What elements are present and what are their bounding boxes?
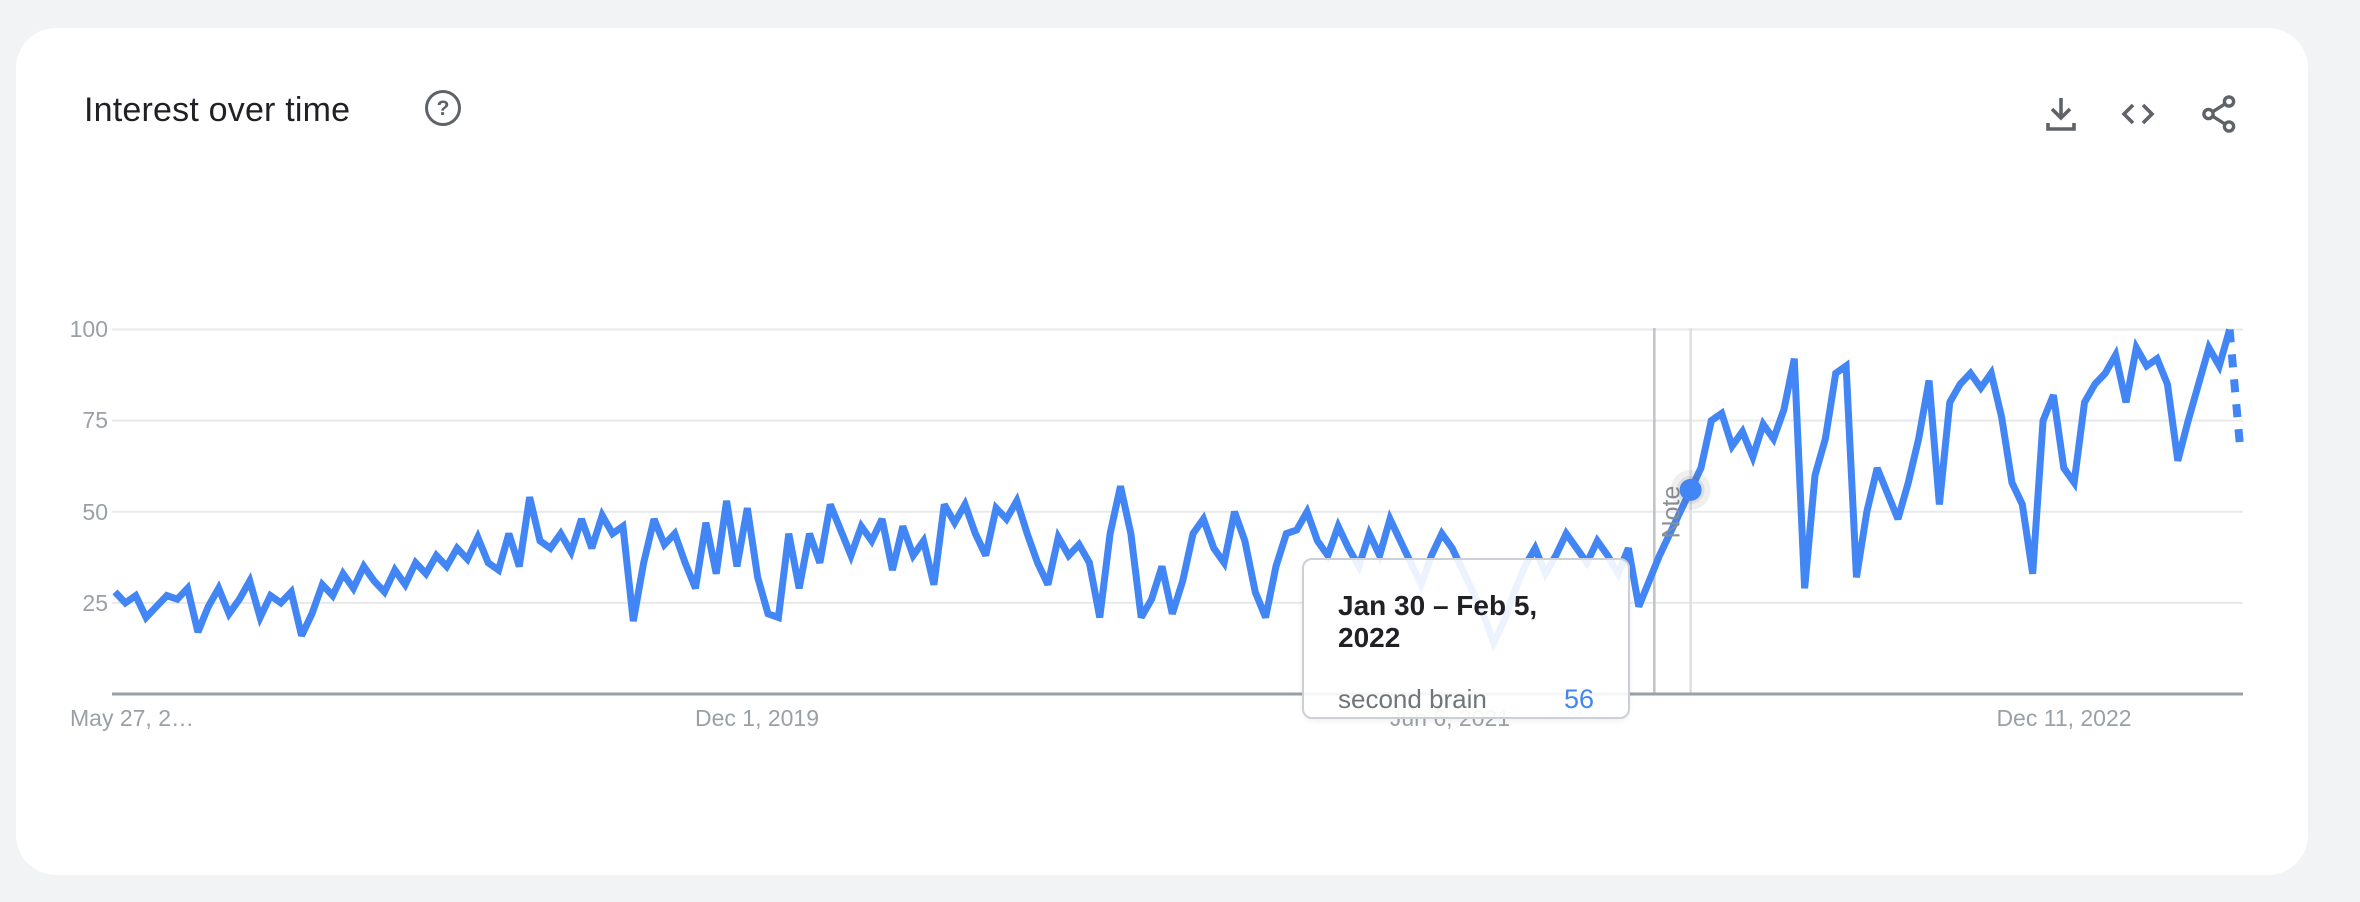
trend-line-dashed-tail (2225, 329, 2244, 447)
circle-question-icon[interactable]: ? (425, 90, 461, 126)
share-button[interactable] (2195, 90, 2243, 138)
interest-over-time-card (16, 28, 2308, 875)
tooltip-date-range: Jan 30 – Feb 5, 2022 (1338, 590, 1538, 653)
y-tick-100: 100 (69, 316, 108, 342)
question-glyph: ? (436, 96, 450, 120)
share-icon (2199, 94, 2239, 134)
y-tick-50: 50 (82, 499, 108, 525)
download-icon (2041, 94, 2081, 134)
hover-data-point[interactable] (1679, 478, 1702, 501)
tooltip-series-label: second brain (1338, 684, 1487, 714)
download-button[interactable] (2037, 90, 2085, 138)
x-tick-dec-2022: Dec 11, 2022 (1996, 705, 2132, 731)
x-tick-dec-2019: Dec 1, 2019 (694, 705, 820, 731)
tooltip-value: 56 (1563, 684, 1594, 714)
trend-line-second-brain[interactable] (112, 328, 2234, 653)
page-title: Interest over time (84, 91, 351, 129)
y-tick-25: 25 (82, 590, 108, 616)
embed-button[interactable] (2114, 90, 2162, 138)
tooltip-row: second brain 56 (1338, 684, 1594, 715)
chart-tooltip: Jan 30 – Feb 5, 2022 second brain 56 (1302, 558, 1630, 719)
y-tick-75: 75 (82, 407, 108, 433)
x-tick-may-2019: May 27, 2… (70, 705, 194, 731)
embed-code-icon (2118, 94, 2158, 134)
